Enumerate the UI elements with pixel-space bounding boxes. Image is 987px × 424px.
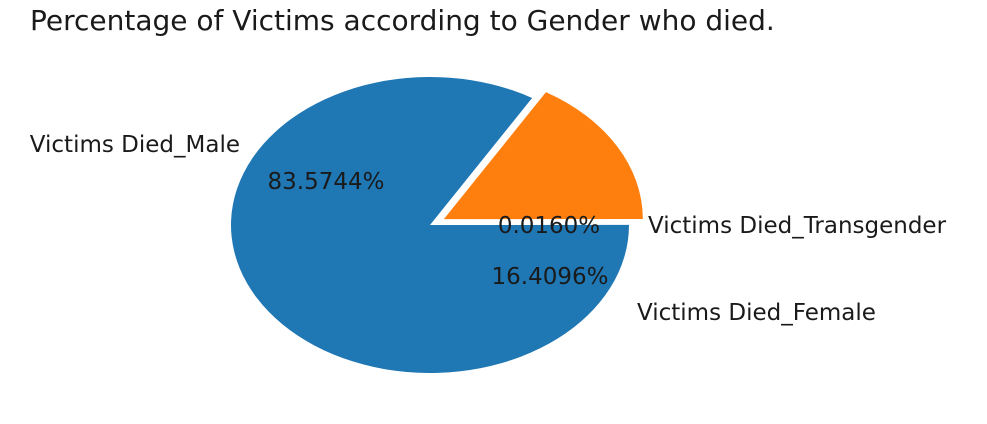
pct-label-victims-died-male: 83.5744% bbox=[268, 169, 385, 195]
chart-title: Percentage of Victims according to Gende… bbox=[30, 4, 775, 37]
slice-label-victims-died-transgender: Victims Died_Transgender bbox=[648, 213, 947, 239]
slice-label-victims-died-female: Victims Died_Female bbox=[637, 300, 876, 326]
pie-slice-victims-died-female bbox=[443, 92, 643, 220]
pie-slice-victims-died-male bbox=[231, 76, 629, 373]
pct-label-victims-died-transgender: 0.0160% bbox=[498, 213, 600, 239]
pct-label-victims-died-female: 16.4096% bbox=[492, 264, 609, 290]
slice-label-victims-died-male: Victims Died_Male bbox=[30, 132, 240, 158]
